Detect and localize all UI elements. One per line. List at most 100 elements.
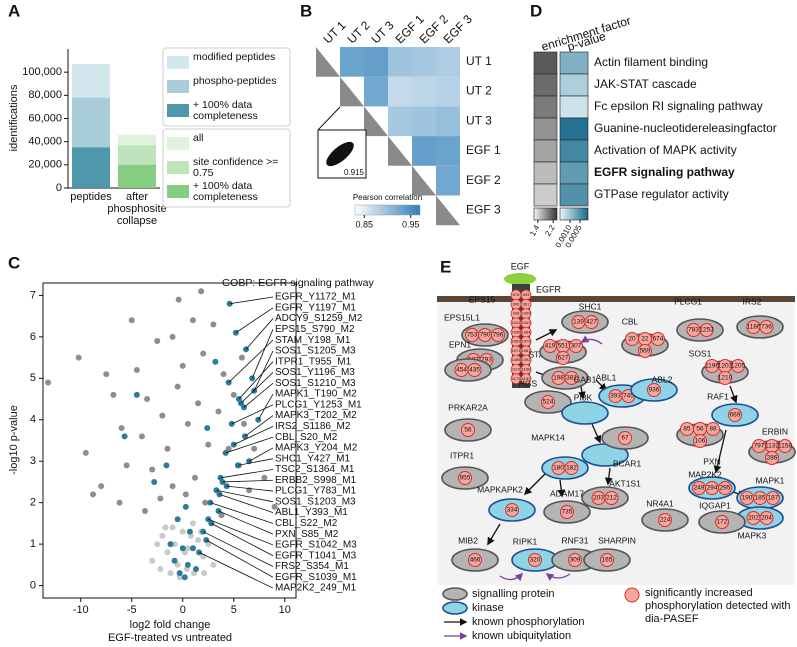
point-label: SOS1_Y1196_M3 xyxy=(275,367,355,378)
phosphosite-label: 627 xyxy=(558,355,569,362)
y-tick-label: 60,000 xyxy=(28,112,62,124)
y-tick-label: 1 xyxy=(30,538,36,550)
arrow xyxy=(523,473,546,496)
phosphosite xyxy=(715,515,729,529)
legend-swatch xyxy=(167,185,189,198)
legend-label-text: + 100% data completeness xyxy=(193,100,258,122)
heatmap-cell xyxy=(364,47,388,77)
phosphosite-label: 427 xyxy=(586,319,597,326)
y-tick-label: 7 xyxy=(30,289,36,301)
y-tick-label: 20,000 xyxy=(28,159,62,171)
receptor-label: EGFR xyxy=(536,284,562,294)
point xyxy=(133,367,140,374)
phosphosite-label: 203 xyxy=(593,495,604,502)
phosphosite-label: 753 xyxy=(467,332,478,339)
phosphosite-label: 1081 xyxy=(522,348,532,353)
ubiquitylation-arrow xyxy=(499,572,524,582)
leader-line xyxy=(244,415,274,437)
heatmap-cell xyxy=(340,47,364,77)
phosphosite-label: 1196 xyxy=(705,363,719,370)
arrow xyxy=(604,467,613,486)
protein-label: EPS15 xyxy=(469,294,496,304)
point xyxy=(210,561,217,568)
legend-label: phospho-peptides xyxy=(193,76,276,87)
protein-label: ABL1 xyxy=(596,372,617,382)
leader-line xyxy=(219,494,274,513)
y-axis-label: identifications xyxy=(8,84,20,151)
legend-swatch xyxy=(167,80,189,93)
leader-line xyxy=(238,361,274,400)
point xyxy=(193,565,200,572)
point xyxy=(174,561,181,568)
phosphosite xyxy=(766,491,780,505)
point xyxy=(157,495,164,502)
point xyxy=(175,296,182,303)
heatmap-cell xyxy=(533,117,558,141)
point-label: ADCY9_S1259_M2 xyxy=(275,313,363,324)
phosphosite xyxy=(569,339,583,353)
phosphosite-label: 180 xyxy=(553,465,564,472)
point xyxy=(205,441,212,448)
phosphosite-label: 190 xyxy=(742,495,753,502)
point xyxy=(182,503,189,510)
x-tick-label-text: peptides xyxy=(70,191,112,203)
point-label: ERBB2_S998_M1 xyxy=(275,475,357,486)
point-label: EGFR_T1041_M3 xyxy=(275,550,357,561)
protein-label: BCAR1 xyxy=(613,458,642,468)
phosphosite-label: 524 xyxy=(543,399,554,406)
protein-label: RNF31 xyxy=(562,535,589,545)
phosphosite-label: 1041 xyxy=(512,320,522,325)
y-tick-label: 40,000 xyxy=(28,136,62,148)
heatmap-cell xyxy=(436,76,460,107)
phosphosite-label: 551 xyxy=(558,343,569,350)
phosphosite-label: 1086 xyxy=(512,357,522,362)
point-label: EPS15_S790_M2 xyxy=(275,324,355,335)
legend-label: all xyxy=(193,133,204,144)
point xyxy=(176,574,183,581)
bar xyxy=(72,147,110,188)
phosphosite-label: 202 xyxy=(748,515,759,522)
heatmap-cell xyxy=(412,76,436,107)
phosphosite-label: 991 xyxy=(523,301,530,306)
legend-label-text: + 100% data completeness xyxy=(193,181,258,203)
phosphosite-label: 1039 xyxy=(522,311,532,316)
x-axis-label: EGF-treated vs untreated xyxy=(108,632,232,644)
heatmap-cell xyxy=(533,183,558,207)
arrow xyxy=(535,329,558,341)
heatmap-cell xyxy=(533,73,558,97)
legend-label: known phosphorylation xyxy=(472,616,585,628)
phosphosite xyxy=(541,395,555,409)
phosphosite xyxy=(765,451,779,465)
point xyxy=(110,391,117,398)
protein-label: MAPK1 xyxy=(756,475,785,485)
term-label: EGFR signaling pathway xyxy=(594,165,735,179)
legend-label: + 100% data completeness xyxy=(193,181,258,203)
x-tick-label: peptides xyxy=(70,191,112,203)
phosphosite-label: 1158 xyxy=(778,443,792,450)
point xyxy=(184,545,191,552)
leader-line xyxy=(216,489,274,503)
protein-label: HGS xyxy=(519,378,538,388)
row-label: UT 3 xyxy=(466,113,492,127)
point-label: SOS1_S1210_M3 xyxy=(275,378,356,389)
protein-label: RIPK1 xyxy=(513,536,538,546)
point xyxy=(138,433,145,440)
panel-label: E xyxy=(440,257,451,276)
phosphosite-label: 295 xyxy=(720,485,731,492)
protein-label: MAPKAPK2 xyxy=(477,484,523,494)
phosphosite xyxy=(647,383,661,397)
row-label: EGF 2 xyxy=(466,173,501,187)
arrow xyxy=(591,423,602,444)
phosphosite-label: 204 xyxy=(761,515,772,522)
leader-line xyxy=(210,502,274,524)
inset-connector xyxy=(317,106,341,131)
arrow xyxy=(487,523,501,546)
point xyxy=(89,491,96,498)
legend-box xyxy=(162,47,291,127)
phosphosite xyxy=(693,434,707,448)
heatmap-cell xyxy=(412,136,436,166)
point xyxy=(184,420,191,427)
phosphosite xyxy=(759,320,774,334)
x-tick-label: -5 xyxy=(127,604,137,616)
